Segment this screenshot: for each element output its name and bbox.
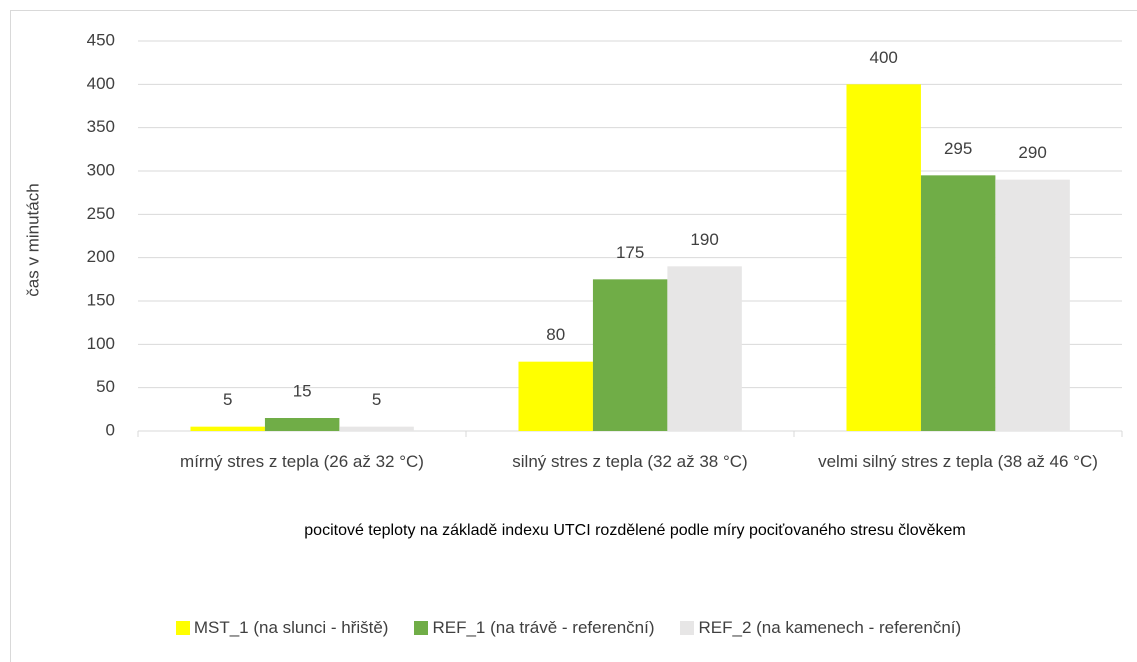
- data-label: 5: [223, 390, 232, 409]
- legend-item: REF_1 (na trávě - referenční): [414, 618, 654, 638]
- x-tick-label: mírný stres z tepla (26 až 32 °C): [180, 452, 424, 471]
- y-tick-label: 450: [87, 30, 115, 49]
- legend-swatch: [175, 621, 190, 635]
- y-tick-label: 50: [96, 377, 115, 396]
- bar: [995, 179, 1070, 431]
- bar: [592, 279, 668, 431]
- bar: [190, 426, 265, 431]
- bar: [920, 175, 996, 431]
- bar: [667, 266, 742, 431]
- y-tick-label: 300: [87, 160, 115, 179]
- x-axis-title: pocitové teploty na základě indexu UTCI …: [304, 522, 966, 539]
- legend-item: REF_2 (na kamenech - referenční): [680, 618, 961, 638]
- data-label: 5: [372, 390, 381, 409]
- y-axis-title: čas v minutách: [23, 183, 42, 296]
- bar: [846, 84, 921, 431]
- y-tick-label: 200: [87, 247, 115, 266]
- x-tick-label: velmi silný stres z tepla (38 až 46 °C): [818, 452, 1098, 471]
- legend-item: MST_1 (na slunci - hřiště): [175, 618, 389, 638]
- legend-label: REF_2 (na kamenech - referenční): [698, 618, 962, 637]
- bar: [264, 418, 340, 431]
- x-tick-label: silný stres z tepla (32 až 38 °C): [512, 452, 748, 471]
- legend-label: MST_1 (na slunci - hřiště): [193, 618, 389, 637]
- bar: [518, 361, 593, 431]
- legend-swatch: [414, 621, 429, 635]
- y-tick-label: 0: [106, 420, 115, 439]
- data-label: 175: [616, 243, 644, 262]
- y-tick-label: 150: [87, 290, 115, 309]
- chart-border: [10, 10, 1137, 662]
- y-tick-label: 100: [87, 334, 115, 353]
- data-label: 80: [546, 325, 565, 344]
- data-label: 400: [870, 48, 898, 67]
- data-label: 15: [293, 381, 312, 400]
- y-tick-label: 250: [87, 204, 115, 223]
- y-tick-label: 400: [87, 74, 115, 93]
- y-tick-label: 350: [87, 117, 115, 136]
- bar: [339, 426, 414, 431]
- legend-label: REF_1 (na trávě - referenční): [432, 618, 655, 637]
- legend: MST_1 (na slunci - hřiště) REF_1 (na tráv…: [0, 618, 1137, 638]
- data-label: 295: [944, 139, 972, 158]
- legend-swatch: [680, 621, 695, 635]
- data-label: 290: [1018, 143, 1046, 162]
- data-label: 190: [690, 230, 718, 249]
